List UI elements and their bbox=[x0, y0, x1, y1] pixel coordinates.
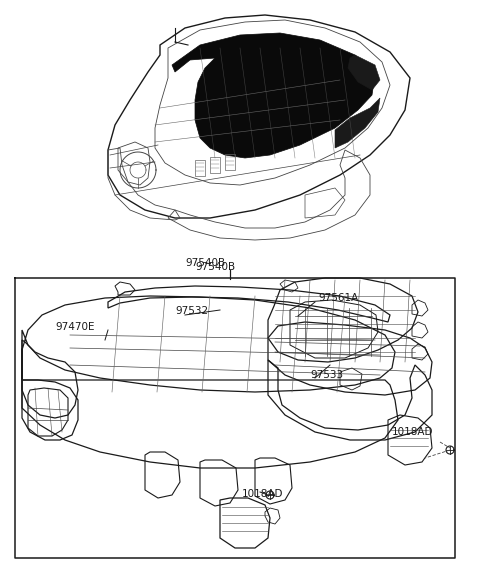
Text: 1018AD: 1018AD bbox=[392, 427, 433, 437]
Text: 97470E: 97470E bbox=[55, 322, 95, 332]
Text: 97532: 97532 bbox=[175, 306, 208, 316]
Polygon shape bbox=[348, 55, 380, 90]
Text: 97533: 97533 bbox=[310, 370, 343, 380]
Bar bbox=[225, 154, 235, 170]
Text: 97540B: 97540B bbox=[185, 258, 225, 268]
Polygon shape bbox=[172, 33, 375, 158]
Text: 1018AD: 1018AD bbox=[242, 489, 284, 499]
Bar bbox=[195, 160, 205, 176]
Bar bbox=[210, 157, 220, 173]
Polygon shape bbox=[335, 98, 380, 148]
Text: 97540B: 97540B bbox=[195, 262, 235, 272]
Text: 97561A: 97561A bbox=[318, 293, 358, 303]
